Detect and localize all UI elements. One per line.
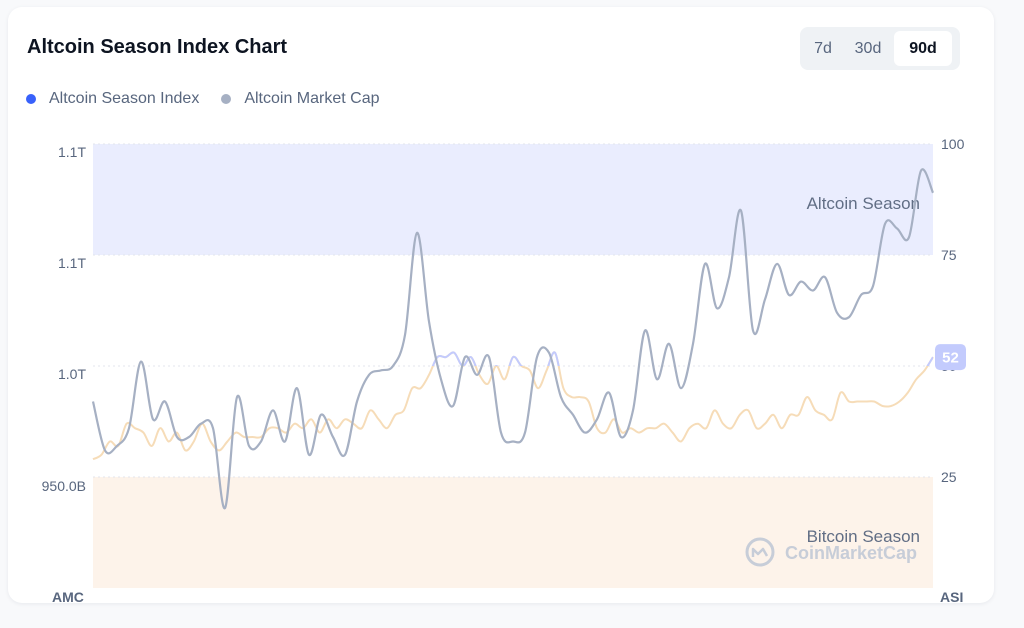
y-axis-left-ticks: 1.1T 1.1T 1.0T 950.0B <box>42 144 87 494</box>
watermark-text: CoinMarketCap <box>785 543 917 563</box>
legend-label: Altcoin Market Cap <box>244 90 380 107</box>
series-line-altcoin-season-index <box>92 351 934 461</box>
y-right-tick-label: 100 <box>941 136 965 152</box>
season-band-1 <box>93 477 933 588</box>
y-axis-right-ticks: 100755025 <box>941 136 965 485</box>
legend-label: Altcoin Season Index <box>49 90 200 107</box>
grid-lines <box>93 143 933 478</box>
series-line-altcoin-season-index-highlight <box>431 351 933 366</box>
legend-dot-market-cap-icon <box>221 94 232 104</box>
y-left-tick-label: 1.1T <box>58 144 86 160</box>
current-value-badge: 52 <box>935 344 966 371</box>
season-bands <box>93 144 933 588</box>
coinmarketcap-watermark: CoinMarketCap <box>745 537 917 567</box>
range-90d-button[interactable]: 90d <box>894 31 952 66</box>
chart-legend: Altcoin Season Index Altcoin Market Cap <box>26 90 402 108</box>
range-30d-button[interactable]: 30d <box>854 39 882 57</box>
y-axis-right-label: ASI <box>940 589 963 605</box>
y-left-tick-label: 1.1T <box>58 255 86 271</box>
y-axis-left-label: AMC <box>52 589 84 605</box>
season-band-0 <box>93 144 933 255</box>
y-left-tick-label: 950.0B <box>42 478 86 494</box>
legend-dot-index-icon <box>26 94 36 104</box>
band-label-bitcoin-season: Bitcoin Season <box>807 527 920 546</box>
current-value-badge-text: 52 <box>942 350 959 367</box>
range-7d-button[interactable]: 7d <box>814 39 832 57</box>
current-value-badge-bg <box>935 344 966 371</box>
legend-item-altcoin-market-cap[interactable]: Altcoin Market Cap <box>221 90 380 108</box>
y-right-tick-label: 25 <box>941 469 957 485</box>
band-label-altcoin-season: Altcoin Season <box>807 194 920 213</box>
y-left-tick-label: 1.0T <box>58 366 86 382</box>
legend-item-altcoin-season-index[interactable]: Altcoin Season Index <box>26 90 199 108</box>
y-right-tick-label: 75 <box>941 247 957 263</box>
chart-title: Altcoin Season Index Chart <box>27 36 288 58</box>
series-line-altcoin-market-cap <box>91 168 935 510</box>
coinmarketcap-logo-icon <box>745 537 775 567</box>
time-range-selector: 7d 30d 90d <box>800 27 960 70</box>
